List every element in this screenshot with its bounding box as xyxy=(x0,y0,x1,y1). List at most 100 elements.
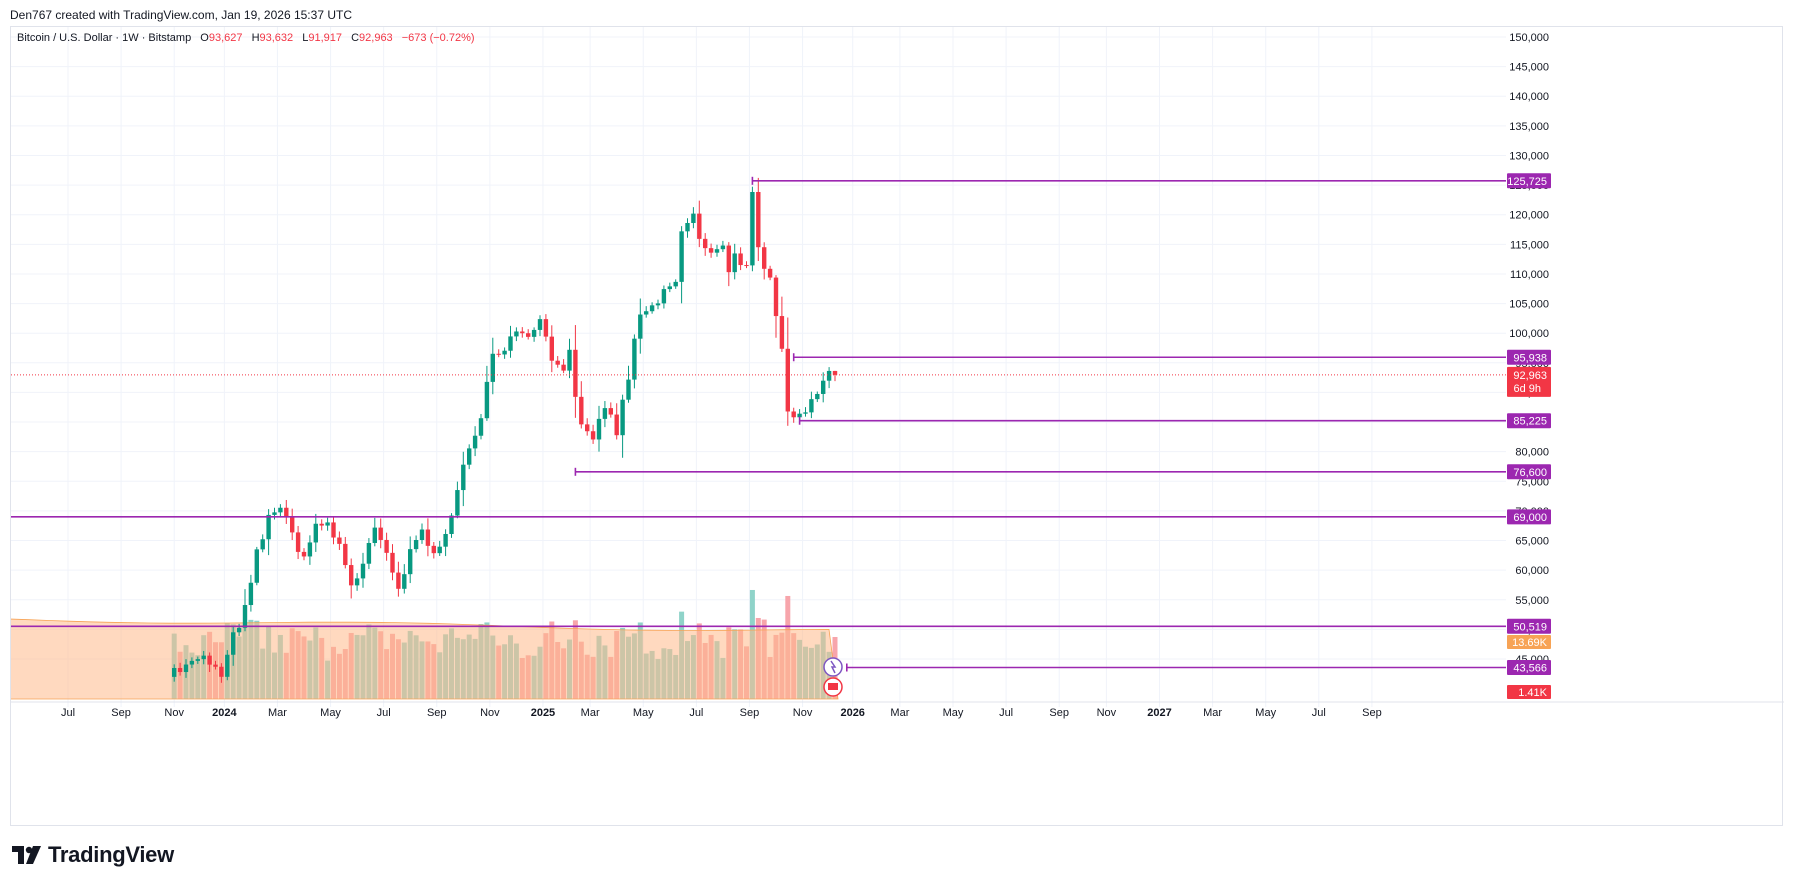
price-tick-label: 60,000 xyxy=(1515,565,1549,577)
time-tick-label: 2025 xyxy=(531,707,555,719)
candle-body xyxy=(762,247,767,269)
candle-body xyxy=(508,336,513,351)
candle-body xyxy=(266,514,271,540)
candle-body xyxy=(419,529,425,541)
legend-close: 92,963 xyxy=(359,32,393,44)
candle-body xyxy=(791,411,796,418)
volume-ma-badge: 13.69K xyxy=(1512,637,1548,649)
flag-icon xyxy=(828,683,838,690)
candle-body xyxy=(697,213,702,239)
candle-body xyxy=(301,551,307,557)
candle-body xyxy=(354,578,360,586)
candle-body xyxy=(177,667,183,673)
candle-body xyxy=(219,666,224,677)
candle-body xyxy=(626,379,631,400)
legend-open-label: O xyxy=(200,32,209,44)
level-badge: 95,938 xyxy=(1513,352,1547,364)
lightning-icon xyxy=(830,660,837,674)
candle-body xyxy=(673,281,678,287)
countdown-badge: 6d 9h xyxy=(1513,383,1541,395)
candle-body xyxy=(349,565,354,586)
candle-body xyxy=(366,542,372,564)
candle-body xyxy=(396,572,401,589)
price-axis[interactable]: 45,00050,00055,00060,00065,00070,00075,0… xyxy=(1507,32,1551,699)
candle-body xyxy=(195,659,200,661)
candle-body xyxy=(319,523,324,526)
candle-body xyxy=(614,414,619,436)
candle-body xyxy=(832,370,838,375)
candle-body xyxy=(809,399,814,413)
level-badge: 50,519 xyxy=(1513,621,1547,633)
time-tick-label: Jul xyxy=(61,707,75,719)
time-tick-label: 2024 xyxy=(212,707,237,719)
chart-frame[interactable]: 45,00050,00055,00060,00065,00070,00075,0… xyxy=(10,26,1784,827)
candle-body xyxy=(720,245,726,250)
level-badge-bg xyxy=(1507,618,1551,634)
candle-body xyxy=(514,331,519,337)
candle-body xyxy=(714,249,720,253)
price-tick-label: 130,000 xyxy=(1509,150,1549,162)
level-badge-bg xyxy=(1507,464,1551,480)
candle-body xyxy=(732,253,737,273)
time-tick-label: May xyxy=(943,707,964,719)
candle-body xyxy=(526,333,531,337)
time-tick-label: Mar xyxy=(1203,707,1222,719)
chart-credit: Den767 created with TradingView.com, Jan… xyxy=(10,8,352,22)
candle-body xyxy=(372,527,377,543)
candle-body xyxy=(773,277,779,317)
candle-body xyxy=(561,364,566,371)
legend-low: 91,917 xyxy=(308,32,342,44)
candle-body xyxy=(608,408,613,415)
level-badge: 76,600 xyxy=(1513,467,1547,479)
price-chart[interactable]: 45,00050,00055,00060,00065,00070,00075,0… xyxy=(11,27,1784,827)
candle-body xyxy=(744,265,749,267)
candle-body xyxy=(472,435,478,449)
time-axis[interactable]: Jul Sep Nov 2024 Mar May Jul Sep Nov 2025 Mar May Ju… xyxy=(11,701,1784,719)
volume-ma-badge-bg xyxy=(1507,635,1551,649)
candle-body xyxy=(661,289,667,304)
tradingview-logo[interactable]: TradingView xyxy=(12,842,174,868)
candle-body xyxy=(590,431,596,440)
candle-body xyxy=(478,418,484,436)
candle-body xyxy=(231,632,236,655)
level-badge-bg xyxy=(1507,349,1551,365)
level-badge: 125,725 xyxy=(1507,176,1547,188)
candle-body xyxy=(602,408,608,419)
candle-body xyxy=(785,348,790,412)
candle-body xyxy=(803,412,808,414)
candle-body xyxy=(278,507,283,513)
candle-body xyxy=(484,381,490,419)
price-tick-label: 145,000 xyxy=(1509,62,1549,74)
level-badge: 85,225 xyxy=(1513,416,1547,428)
candle-body xyxy=(531,329,537,337)
candle-body xyxy=(655,303,661,306)
event-icons[interactable] xyxy=(823,657,843,697)
level-badge: 69,000 xyxy=(1513,512,1547,524)
time-tick-label: Nov xyxy=(480,707,500,719)
candle-body xyxy=(821,380,826,394)
candle-body xyxy=(620,399,625,436)
grid xyxy=(11,27,1506,707)
time-tick-label: Sep xyxy=(1049,707,1069,719)
price-tick-label: 65,000 xyxy=(1515,536,1549,548)
candle-body xyxy=(679,231,684,282)
candle-body xyxy=(236,627,242,633)
time-tick-label: Sep xyxy=(427,707,447,719)
legend-change: −673 (−0.72%) xyxy=(402,32,475,44)
candle-body xyxy=(537,319,543,330)
candle-body xyxy=(708,248,714,253)
price-tick-label: 100,000 xyxy=(1509,328,1549,340)
candle-body xyxy=(402,574,407,589)
candle-body xyxy=(201,655,206,660)
candle-body xyxy=(337,537,342,544)
candle-body xyxy=(343,543,348,566)
candle-body xyxy=(691,213,696,223)
candle-body xyxy=(360,563,366,579)
horizontal-levels[interactable] xyxy=(11,176,1506,672)
level-badge-bg xyxy=(1507,173,1551,189)
candle-body xyxy=(649,305,655,312)
candle-body xyxy=(779,316,785,349)
time-tick-label: 2027 xyxy=(1147,707,1171,719)
candle-body xyxy=(567,349,572,371)
tradingview-logo-text: TradingView xyxy=(48,842,174,867)
